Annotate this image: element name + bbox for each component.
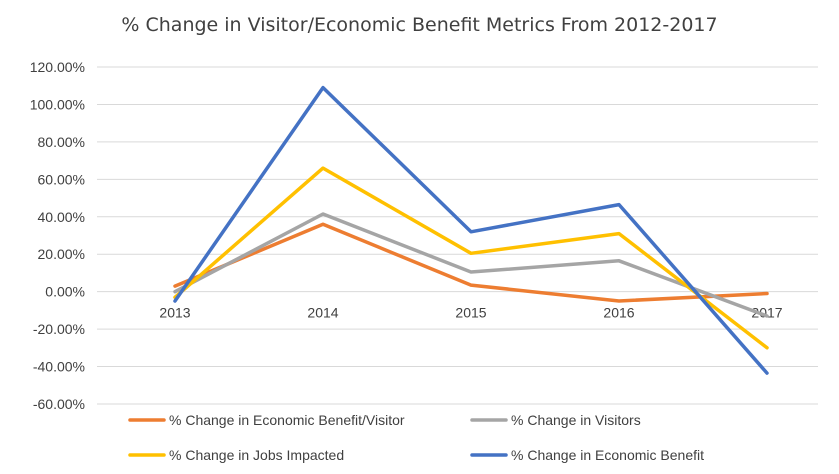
series-line bbox=[173, 85, 769, 375]
y-tick-label: -40.00% bbox=[33, 359, 85, 375]
y-tick-label: 80.00% bbox=[38, 134, 85, 150]
x-tick-label: 2017 bbox=[751, 305, 782, 321]
x-tick-label: 2013 bbox=[159, 305, 190, 321]
x-tick-label: 2016 bbox=[603, 305, 634, 321]
series-line bbox=[173, 212, 769, 318]
series-line bbox=[173, 222, 769, 303]
y-tick-label: -20.00% bbox=[33, 321, 85, 337]
legend-label: % Change in Economic Benefit/Visitor bbox=[169, 412, 405, 428]
x-tick-label: 2014 bbox=[307, 305, 338, 321]
x-tick-label: 2015 bbox=[455, 305, 486, 321]
legend-label: % Change in Visitors bbox=[511, 412, 641, 428]
y-tick-label: -60.00% bbox=[33, 396, 85, 412]
legend-label: % Change in Economic Benefit bbox=[511, 447, 704, 463]
series-line bbox=[173, 166, 769, 350]
y-tick-label: 40.00% bbox=[38, 209, 85, 225]
legend-label: % Change in Jobs Impacted bbox=[169, 447, 344, 463]
y-tick-label: 0.00% bbox=[45, 284, 85, 300]
y-tick-label: 120.00% bbox=[30, 59, 85, 75]
chart-title: % Change in Visitor/Economic Benefit Met… bbox=[121, 14, 718, 36]
y-tick-label: 100.00% bbox=[30, 96, 85, 112]
y-tick-label: 20.00% bbox=[38, 246, 85, 262]
y-tick-label: 60.00% bbox=[38, 171, 85, 187]
